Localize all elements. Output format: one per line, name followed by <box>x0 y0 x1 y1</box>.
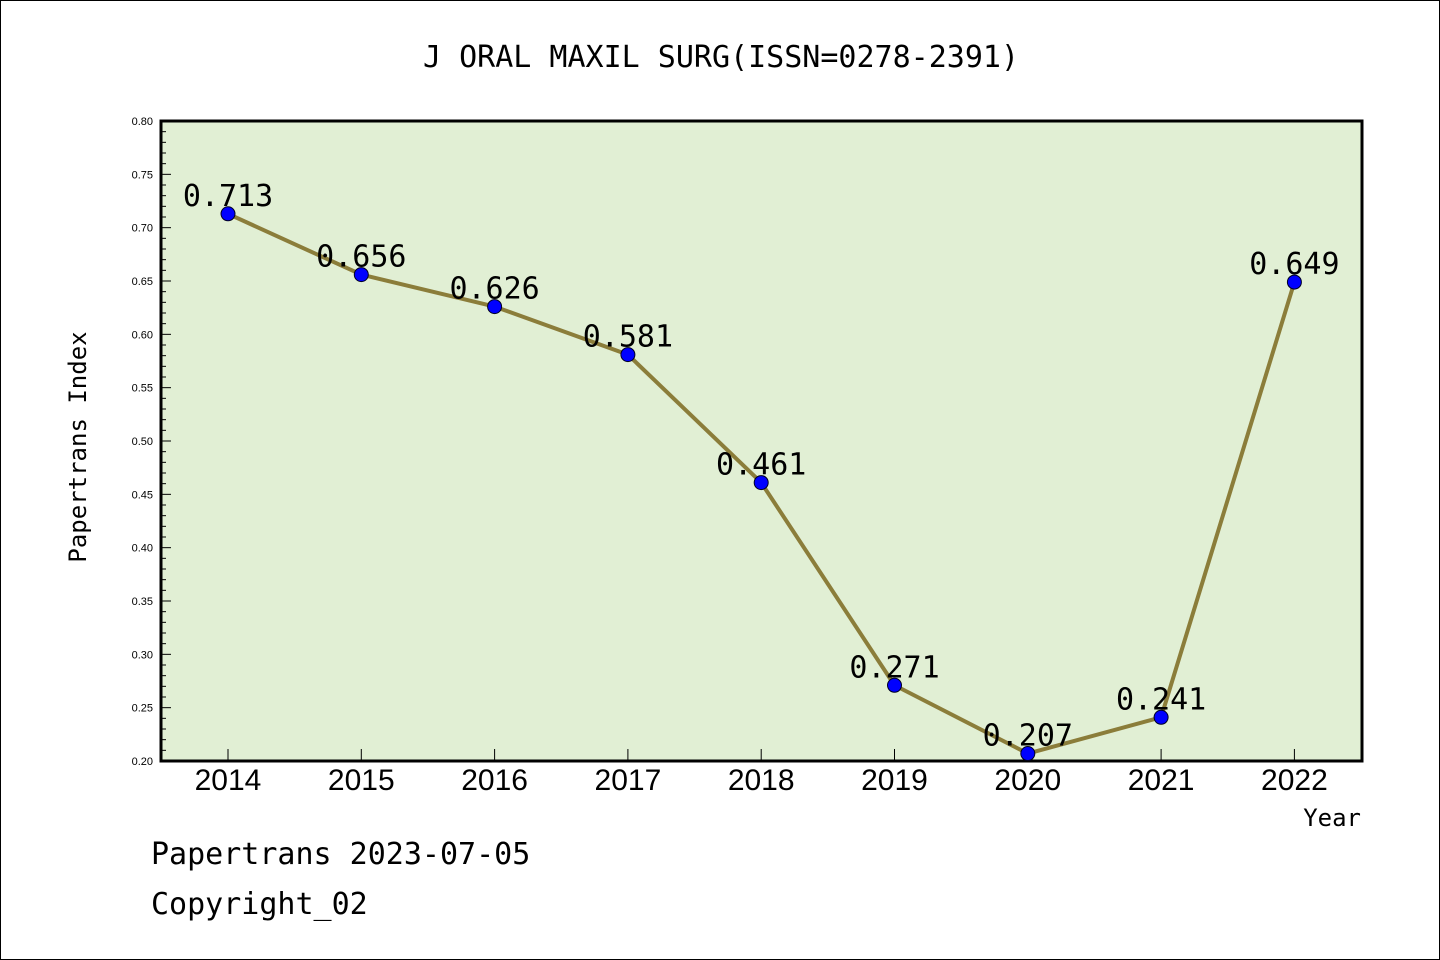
data-labels: 0.713 0.656 0.626 0.581 0.461 0.271 0.207 0.241… <box>183 179 1340 754</box>
x-tick-label: 2018 <box>728 764 795 797</box>
y-tick-label: 0.30 <box>132 649 153 661</box>
data-point <box>887 677 902 693</box>
data-label: 0.207 <box>983 719 1073 754</box>
chart-title: J ORAL MAXIL SURG(ISSN=0278-2391) <box>423 40 1019 75</box>
x-tick-label: 2017 <box>595 764 662 797</box>
x-axis-ticks: 2014 2015 2016 2017 2018 2019 2020 2021 2022 <box>195 749 1328 797</box>
data-point <box>753 475 769 491</box>
y-tick-label: 0.75 <box>132 169 153 181</box>
footer-copyright: Copyright_02 <box>151 887 368 922</box>
data-point <box>1020 746 1036 762</box>
data-point <box>220 206 236 222</box>
y-axis-label: Papertrans Index <box>64 331 92 562</box>
x-tick-label: 2022 <box>1261 764 1328 797</box>
data-label: 0.649 <box>1249 247 1339 282</box>
x-tick-label: 2015 <box>328 764 395 797</box>
y-tick-label: 0.70 <box>132 223 153 235</box>
data-label: 0.581 <box>583 320 673 355</box>
data-label: 0.656 <box>316 240 406 275</box>
data-point <box>487 299 503 315</box>
data-label: 0.271 <box>849 650 939 685</box>
y-tick-label: 0.65 <box>132 276 153 288</box>
x-tick-label: 2019 <box>861 764 928 797</box>
y-tick-label: 0.40 <box>132 543 153 555</box>
y-tick-label: 0.25 <box>132 703 153 715</box>
x-tick-label: 2014 <box>195 764 262 797</box>
data-point <box>1153 709 1169 725</box>
x-tick-label: 2020 <box>994 764 1061 797</box>
y-tick-label: 0.80 <box>132 116 153 128</box>
data-point <box>620 347 636 363</box>
footer-date: Papertrans 2023-07-05 <box>151 837 531 872</box>
x-tick-label: 2021 <box>1128 764 1195 797</box>
data-markers <box>220 206 1302 762</box>
y-tick-label: 0.55 <box>132 383 153 395</box>
data-label: 0.241 <box>1116 682 1206 717</box>
x-axis-label: Year <box>1303 804 1361 832</box>
y-axis-ticks: 0.20 0.25 0.30 0.35 0.40 0.45 0.50 0.55 0.60 0.65… <box>132 116 171 768</box>
data-label: 0.713 <box>183 179 273 214</box>
data-label: 0.626 <box>449 272 539 307</box>
data-point <box>1286 274 1302 290</box>
data-point <box>353 267 369 283</box>
x-tick-label: 2016 <box>461 764 528 797</box>
y-tick-label: 0.50 <box>132 436 153 448</box>
y-tick-label: 0.35 <box>132 596 153 608</box>
y-tick-label: 0.20 <box>132 756 153 768</box>
data-label: 0.461 <box>716 448 806 483</box>
y-tick-label: 0.45 <box>132 489 153 501</box>
y-tick-label: 0.60 <box>132 329 153 341</box>
plot-area <box>159 119 1364 763</box>
